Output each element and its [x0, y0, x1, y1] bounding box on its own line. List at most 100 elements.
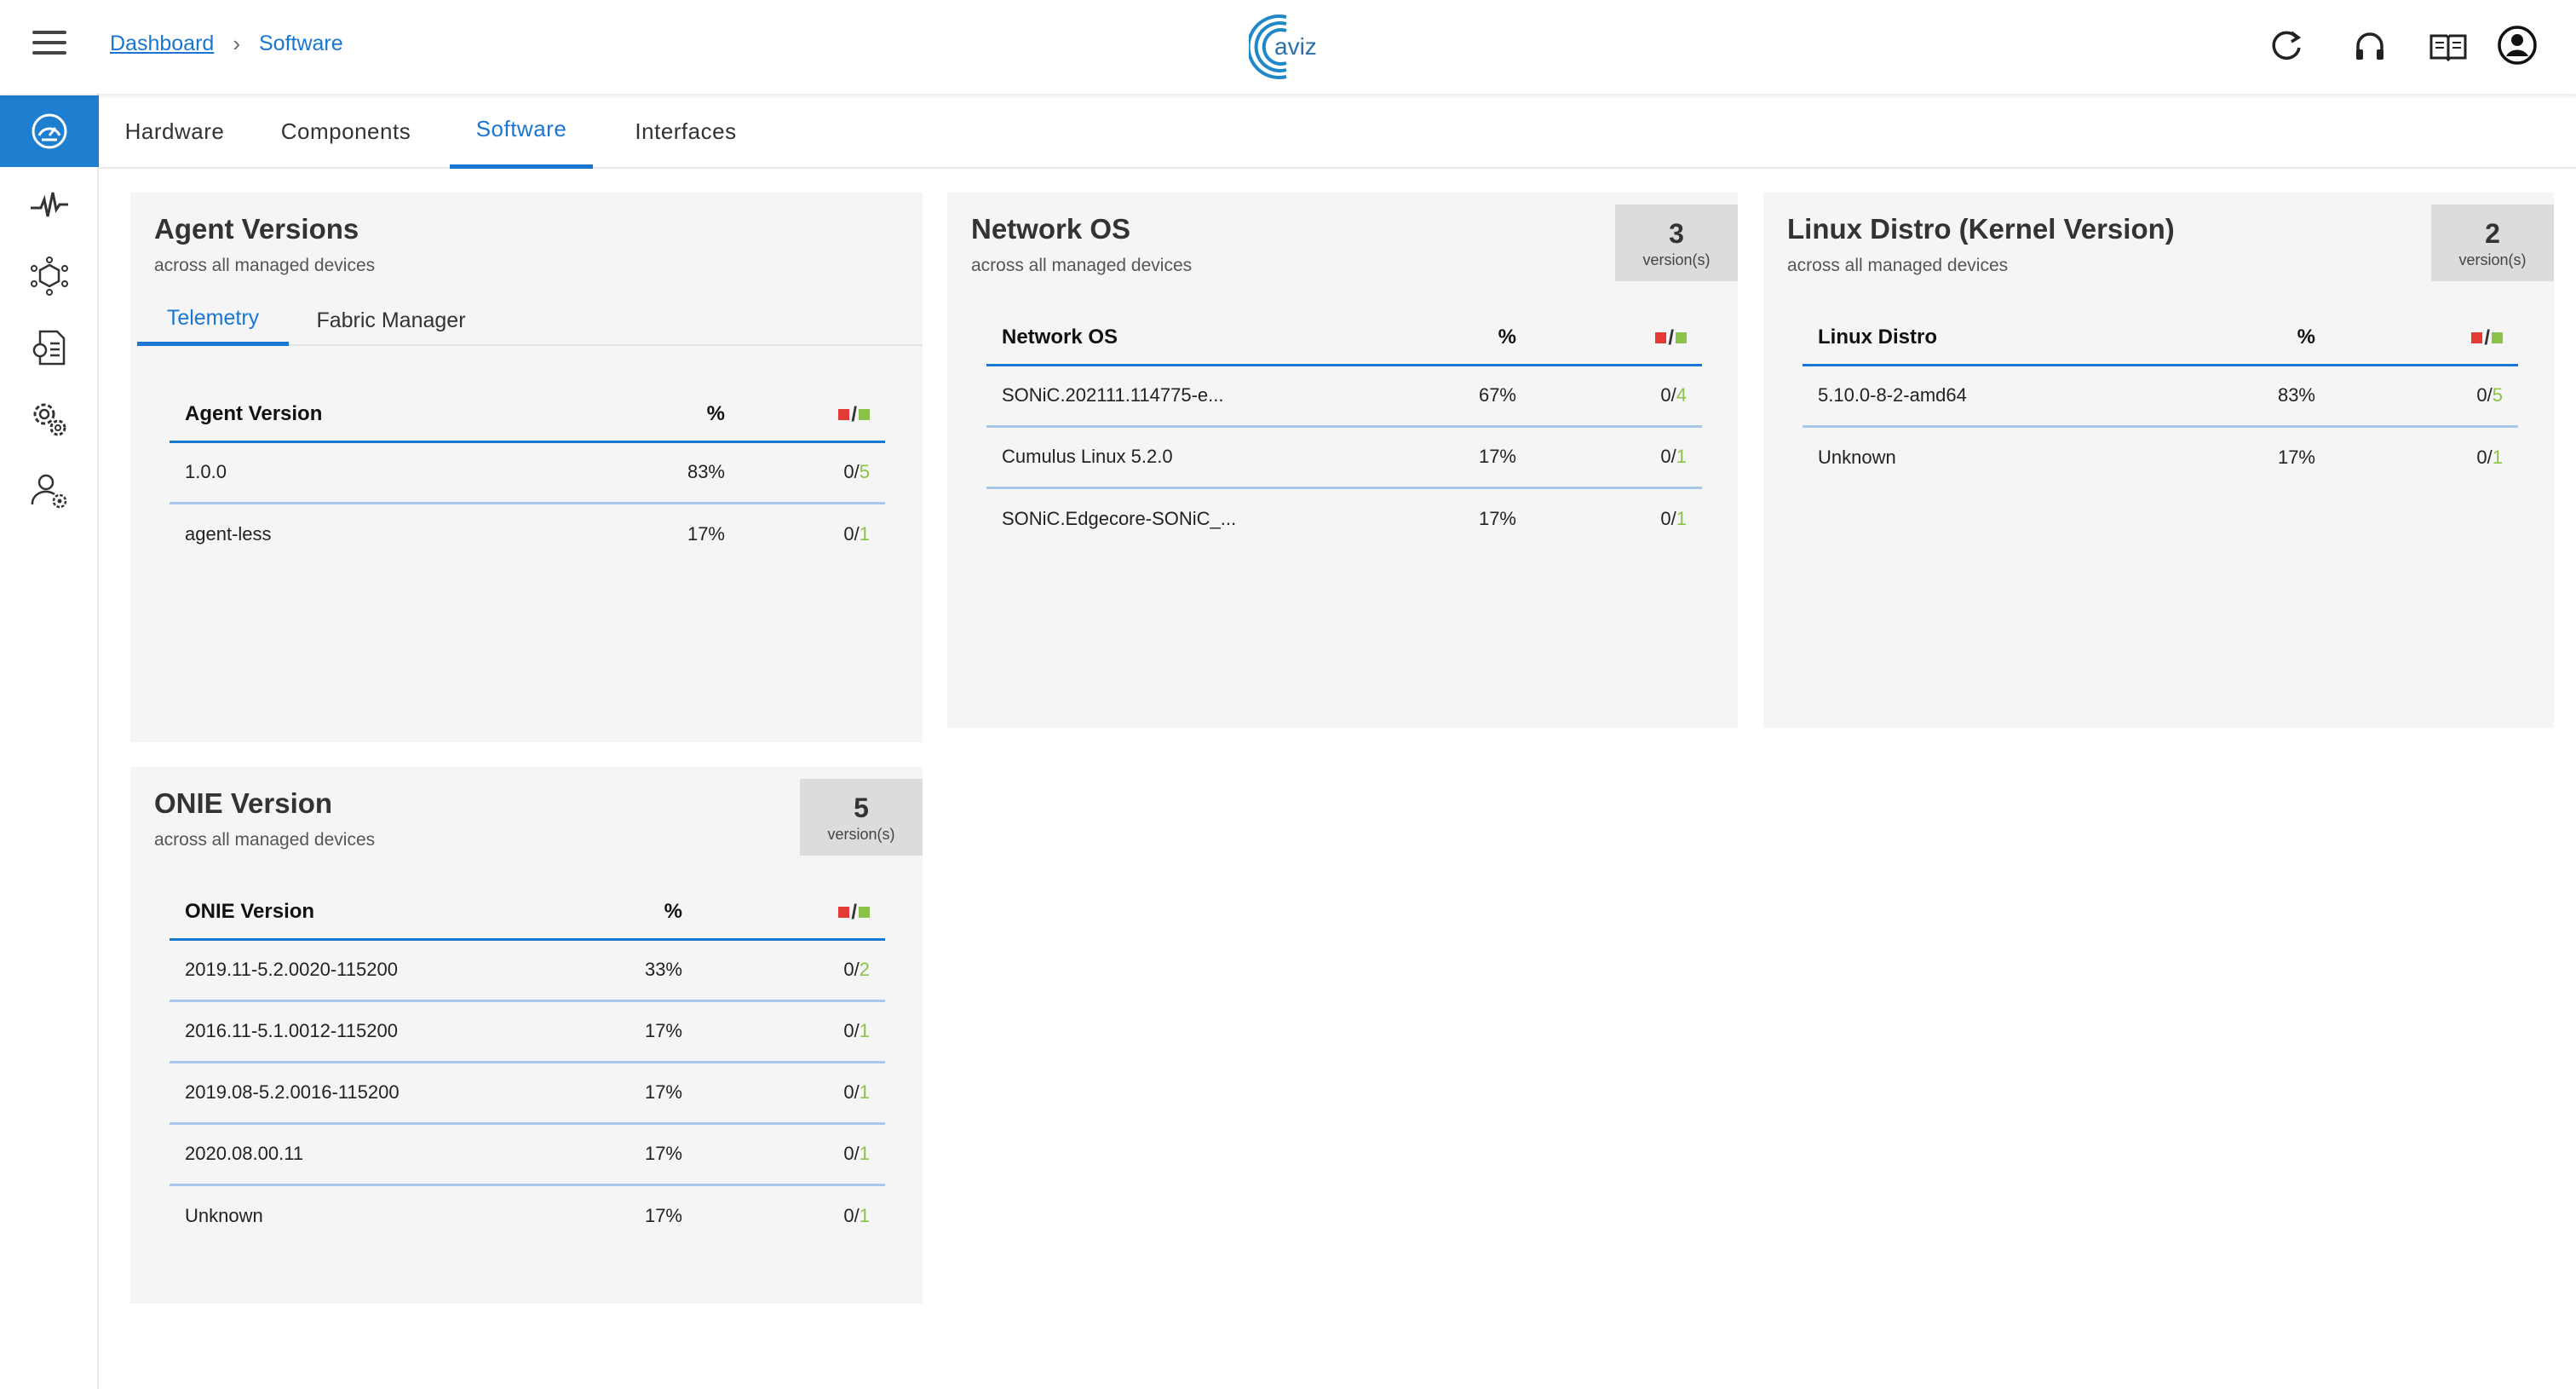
card-subtitle: across all managed devices: [154, 830, 376, 850]
table-row[interactable]: 2019.11-5.2.0020-115200 33% 0/2: [170, 939, 885, 1002]
tab-hardware[interactable]: Hardware: [124, 118, 225, 144]
down-count: 0: [843, 461, 854, 482]
version-count: 5: [854, 792, 869, 823]
down-count: 0: [1660, 446, 1671, 467]
table-row[interactable]: Cumulus Linux 5.2.0 17% 0/1: [986, 426, 1702, 489]
version-percent: 83%: [638, 441, 740, 504]
col-percent: %: [1429, 312, 1532, 366]
down-count: 0: [843, 1143, 854, 1164]
down-count: 0: [843, 1204, 854, 1226]
up-legend-square: [859, 409, 870, 421]
version-name: 2016.11-5.1.0012-115200: [170, 1000, 595, 1063]
network-os-card: Network OS across all managed devices 3 …: [947, 193, 1738, 728]
table-row[interactable]: 1.0.0 83% 0/5: [170, 441, 885, 504]
up-legend-square: [859, 907, 870, 919]
version-name: SONiC.202111.114775-e...: [986, 365, 1429, 428]
onie-version-table: ONIE Version % / 2019.11-5.2.0020-115200…: [170, 886, 885, 1246]
card-title: ONIE Version: [154, 787, 333, 819]
card-subtitle: across all managed devices: [1787, 256, 2009, 275]
table-row[interactable]: Unknown 17% 0/1: [170, 1184, 885, 1246]
top-bar: Dashboard › Software aviz: [0, 0, 2576, 94]
version-name: Unknown: [185, 1204, 263, 1226]
sidebar-item-telemetry[interactable]: [0, 169, 99, 240]
speedometer-icon: [32, 113, 67, 149]
menu-icon[interactable]: [32, 31, 66, 61]
down-up-count: 0/5: [2331, 365, 2518, 428]
network-os-table: Network OS % / SONiC.202111.114775-e... …: [986, 312, 1702, 549]
sidebar-item-topology[interactable]: [0, 240, 99, 312]
subtab-fabric-manager[interactable]: Fabric Manager: [316, 308, 466, 332]
onie-version-card: ONIE Version across all managed devices …: [130, 767, 923, 1304]
subtab-telemetry[interactable]: Telemetry: [137, 295, 289, 346]
refresh-icon[interactable]: [2266, 26, 2307, 66]
table-row[interactable]: agent-less 17% 0/1: [170, 503, 885, 564]
version-count: 2: [2485, 218, 2500, 249]
down-count: 0: [2476, 384, 2487, 406]
gears-icon: [33, 403, 66, 436]
col-percent: %: [638, 389, 740, 443]
agent-version-table: Agent Version % / 1.0.0 83% 0/5 agent-le…: [170, 389, 885, 564]
down-up-count: 0/1: [1660, 507, 1687, 529]
col-down-up: /: [698, 886, 885, 941]
table-row[interactable]: SONiC.202111.114775-e... 67% 0/4: [986, 365, 1702, 428]
down-up-count: 0/5: [740, 441, 885, 504]
table-row[interactable]: 2020.08.00.11 17% 0/1: [170, 1123, 885, 1186]
table-header: Network OS % /: [986, 312, 1702, 366]
tab-software[interactable]: Software: [450, 94, 593, 169]
version-percent: 83%: [2228, 365, 2331, 428]
down-up-count: 0/1: [2476, 446, 2503, 468]
down-up-count: 0/2: [698, 939, 885, 1002]
down-legend-square: [1655, 332, 1667, 344]
up-legend-square: [1676, 332, 1687, 344]
down-up-count: 0/1: [843, 1204, 870, 1226]
table-row[interactable]: 2019.08-5.2.0016-115200 17% 0/1: [170, 1062, 885, 1125]
version-count-badge: 5 version(s): [800, 779, 923, 856]
version-percent: 17%: [687, 522, 725, 545]
version-percent: 67%: [1429, 365, 1532, 428]
account-icon[interactable]: [2496, 24, 2537, 65]
up-count: 1: [1676, 446, 1687, 467]
headset-icon[interactable]: [2349, 26, 2390, 66]
user-gear-icon: [31, 474, 67, 509]
table-row[interactable]: Unknown 17% 0/1: [1803, 426, 2518, 487]
col-percent: %: [2228, 312, 2331, 366]
col-percent: %: [595, 886, 698, 941]
tab-components[interactable]: Components: [280, 118, 411, 144]
sidebar-item-config[interactable]: [0, 312, 99, 383]
down-count: 0: [1660, 384, 1671, 406]
sidebar: [0, 94, 99, 1389]
down-up-count: 0/1: [698, 1123, 885, 1186]
up-count: 1: [859, 1020, 870, 1041]
version-percent: 17%: [1429, 426, 1532, 489]
linux-distro-card: Linux Distro (Kernel Version) across all…: [1763, 193, 2554, 728]
col-down-up: /: [740, 389, 885, 443]
breadcrumb-dashboard-link[interactable]: Dashboard: [110, 32, 215, 55]
version-name: agent-less: [185, 522, 272, 545]
col-down-up: /: [2331, 312, 2518, 366]
tab-interfaces[interactable]: Interfaces: [635, 118, 737, 144]
agent-subtabs: Telemetry Fabric Manager: [137, 295, 923, 346]
version-name: 2020.08.00.11: [170, 1123, 595, 1186]
aviz-logo: aviz: [1246, 12, 1325, 82]
up-count: 4: [1676, 384, 1687, 406]
sidebar-item-dashboard[interactable]: [0, 95, 99, 167]
table-header: ONIE Version % /: [170, 886, 885, 941]
down-up-count: 0/1: [698, 1000, 885, 1063]
sidebar-item-settings[interactable]: [0, 383, 99, 455]
svg-text:aviz: aviz: [1274, 33, 1317, 60]
docs-book-icon[interactable]: [2428, 26, 2469, 66]
table-row[interactable]: 5.10.0-8-2-amd64 83% 0/5: [1803, 365, 2518, 428]
table-row[interactable]: 2016.11-5.1.0012-115200 17% 0/1: [170, 1000, 885, 1063]
down-count: 0: [843, 1081, 854, 1103]
version-percent: 17%: [595, 1062, 698, 1125]
card-title: Linux Distro (Kernel Version): [1787, 213, 2175, 245]
table-row[interactable]: SONiC.Edgecore-SONiC_... 17% 0/1: [986, 487, 1702, 549]
version-count-label: version(s): [827, 826, 895, 843]
down-up-count: 0/1: [1532, 426, 1702, 489]
config-doc-icon: [32, 330, 66, 366]
breadcrumb-separator: ›: [233, 31, 240, 56]
version-percent: 33%: [595, 939, 698, 1002]
pulse-icon: [31, 192, 68, 217]
card-subtitle: across all managed devices: [154, 256, 376, 275]
sidebar-item-users[interactable]: [0, 455, 99, 527]
